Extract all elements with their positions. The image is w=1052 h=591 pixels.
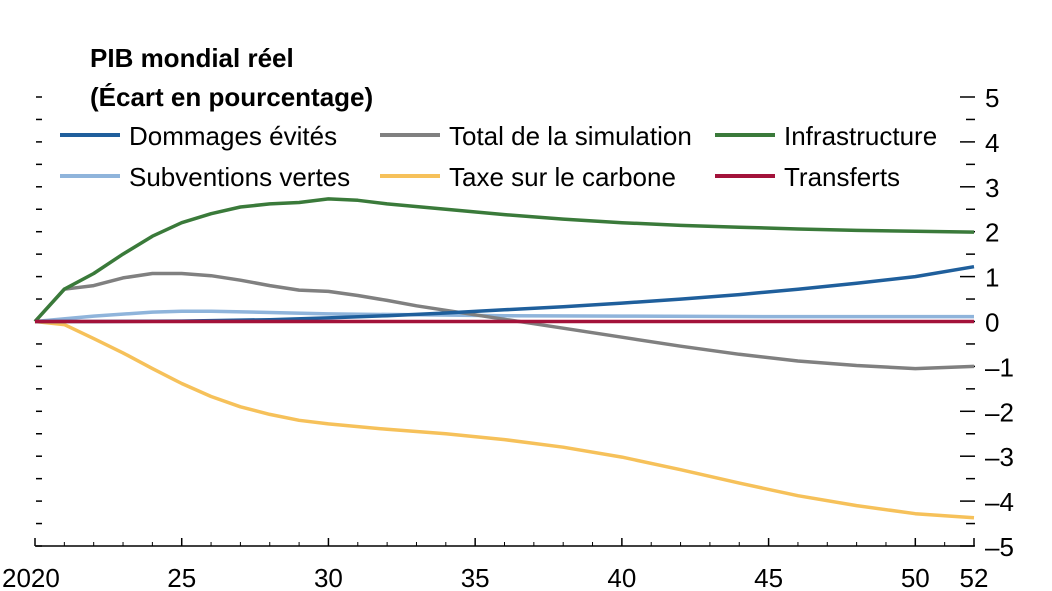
y-tick-label: –5	[985, 532, 1014, 562]
series-line	[34, 319, 975, 520]
series-line	[33, 197, 975, 323]
plot-area	[33, 197, 975, 520]
legend-label: Transferts	[784, 162, 900, 192]
y-tick-label: 1	[985, 263, 999, 293]
y-tick-label: –2	[985, 397, 1014, 427]
y-tick-label: 2	[985, 218, 999, 248]
y-tick-label: 5	[985, 83, 999, 113]
legend-label: Subventions vertes	[129, 162, 350, 192]
x-tick-label: 25	[167, 563, 196, 591]
x-tick-label: 40	[607, 563, 636, 591]
legend: Dommages évités Total de la simulation Inf…	[60, 121, 937, 192]
y-tick-label: 3	[985, 173, 999, 203]
x-tick-label: 30	[314, 563, 343, 591]
legend-label: Total de la simulation	[449, 121, 692, 151]
chart-title: PIB mondial réel	[90, 43, 294, 73]
x-tick-label: 50	[901, 563, 930, 591]
series-line	[34, 309, 974, 324]
y-tick-label: 0	[985, 308, 999, 338]
x-tick-label: 45	[754, 563, 783, 591]
series-line	[33, 271, 975, 371]
y-tick-label: –3	[985, 442, 1014, 472]
y-tick-label: 4	[985, 128, 999, 158]
legend-label: Infrastructure	[784, 121, 937, 151]
x-tick-label: 2020	[2, 563, 60, 591]
chart-subtitle: (Écart en pourcentage)	[90, 82, 373, 112]
x-tick-label: 52	[960, 563, 989, 591]
legend-label: Taxe sur le carbone	[449, 162, 676, 192]
y-tick-label: –4	[985, 487, 1014, 517]
y-tick-label: –1	[985, 352, 1014, 382]
legend-label: Dommages évités	[129, 121, 337, 151]
x-tick-label: 35	[461, 563, 490, 591]
